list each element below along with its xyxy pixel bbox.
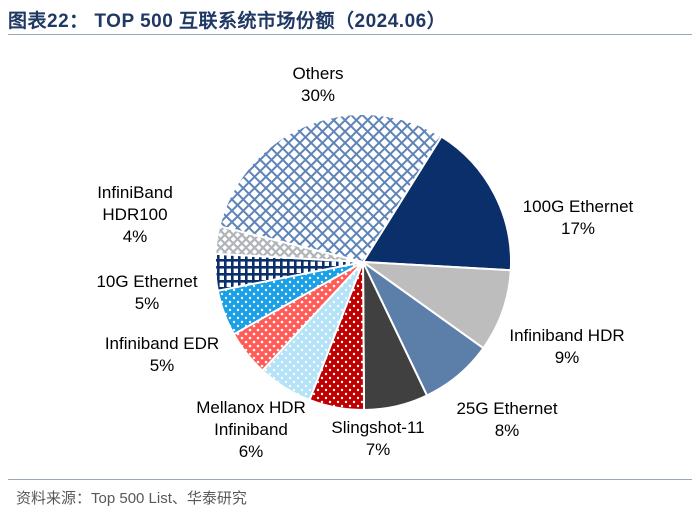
- slice-label-line: 30%: [301, 86, 335, 105]
- slice-label-line: Infiniband: [214, 420, 288, 439]
- slice-label-7: Infiniband EDR 5%: [105, 334, 219, 375]
- slice-label-3: Infiniband HDR 9%: [509, 326, 624, 367]
- slice-label-line: Mellanox HDR: [196, 398, 306, 417]
- slice-label-line: Others: [292, 64, 343, 83]
- slice-label-line: 6%: [239, 442, 264, 461]
- pie-slice-1: [361, 135, 512, 272]
- chart-title: 图表22： TOP 500 互联系统市场份额（2024.06）: [8, 11, 447, 32]
- slice-label-line: 9%: [555, 348, 580, 367]
- slice-label-6: Mellanox HDR Infiniband 6%: [196, 398, 306, 461]
- slice-label-line: 5%: [150, 356, 175, 375]
- slice-label-line: InfiniBand: [97, 183, 173, 202]
- pie-slice-11: [218, 113, 443, 264]
- slice-label-line: 100G Ethernet: [523, 197, 634, 216]
- slice-label-1: Others 30%: [292, 64, 343, 105]
- slice-label-line: 4%: [123, 227, 148, 246]
- slice-label-line: 8%: [495, 421, 520, 440]
- slice-label-8: 10G Ethernet 5%: [96, 272, 197, 313]
- slice-label-line: Slingshot-11: [331, 418, 424, 437]
- top-divider: [8, 34, 692, 35]
- source-note: 资料来源：Top 500 List、华泰研究: [16, 490, 247, 507]
- bottom-divider: [8, 479, 692, 480]
- slice-label-line: Infiniband HDR: [509, 326, 624, 345]
- slice-label-line: 10G Ethernet: [96, 272, 197, 291]
- slice-label-line: 25G Ethernet: [456, 399, 557, 418]
- pie-slice-2: [359, 260, 512, 350]
- slice-label-5: Slingshot-11 7%: [331, 418, 424, 459]
- slice-label-9: InfiniBand HDR100 4%: [97, 183, 173, 246]
- slice-label-line: 5%: [135, 294, 160, 313]
- slice-label-2: 100G Ethernet 17%: [523, 197, 634, 238]
- slice-label-line: 7%: [366, 440, 391, 459]
- slice-label-line: HDR100: [102, 205, 167, 224]
- slice-label-4: 25G Ethernet 8%: [456, 399, 557, 440]
- slice-label-line: Infiniband EDR: [105, 334, 219, 353]
- slice-label-line: 17%: [561, 219, 595, 238]
